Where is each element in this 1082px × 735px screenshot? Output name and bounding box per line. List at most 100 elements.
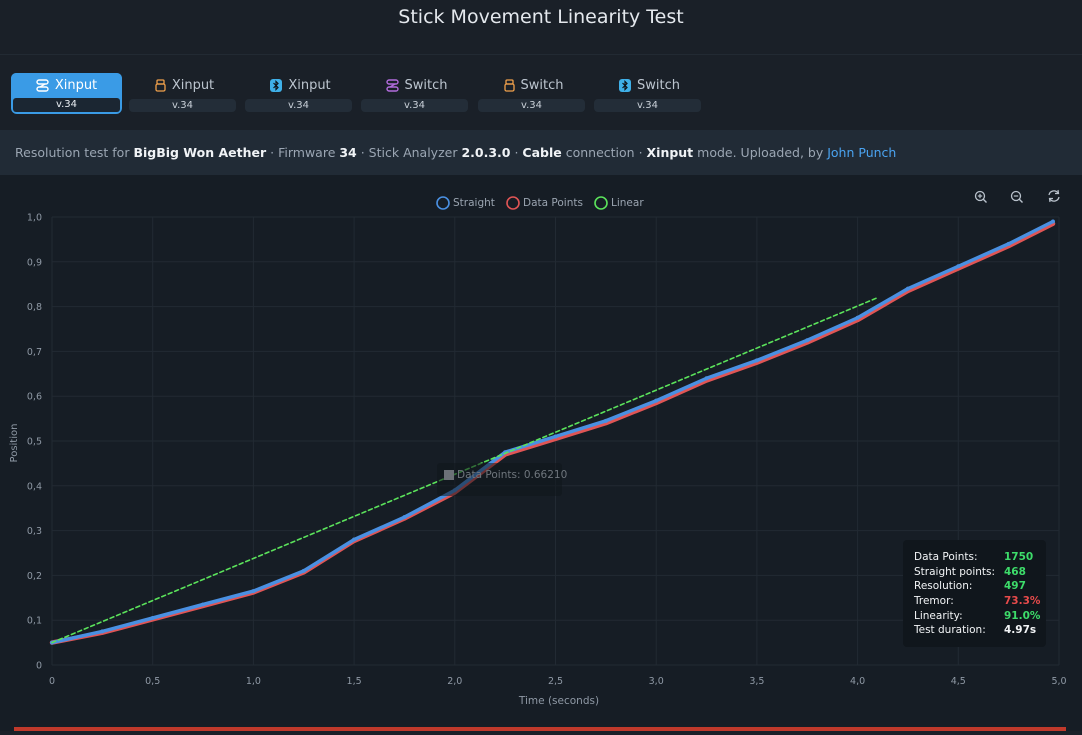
legend-item-straight[interactable]: Straight — [436, 196, 495, 210]
firmware-label: · Firmware — [266, 145, 340, 160]
legend-item-data-points[interactable]: Data Points — [506, 196, 583, 210]
title-divider — [0, 54, 1082, 55]
tab-xinput-cable[interactable]: Xinput v.34 — [11, 73, 122, 114]
y-tick-label: 0 — [36, 661, 42, 672]
data-point-straight — [553, 434, 558, 439]
tab-switch-dongle[interactable]: Switch v.34 — [478, 73, 589, 114]
y-tick-label: 0,6 — [27, 392, 42, 403]
stat-data-points: Data Points: 1750 — [914, 550, 1046, 565]
test-info-bar: Resolution test for BigBig Won Aether · … — [0, 130, 1082, 175]
tooltip: Data Points: 0.66210 — [437, 463, 567, 496]
legend-item-linear[interactable]: Linear — [594, 196, 644, 210]
tab-xinput-dongle[interactable]: Xinput v.34 — [129, 73, 240, 114]
mode-name: Xinput — [646, 145, 694, 160]
stat-value: 468 — [1004, 565, 1026, 578]
x-axis-label: Time (seconds) — [518, 695, 599, 707]
x-tick-label: 3,5 — [749, 676, 764, 687]
data-point-straight — [402, 515, 407, 520]
device-name: BigBig Won Aether — [133, 145, 267, 160]
tab-xinput-bluetooth[interactable]: Xinput v.34 — [245, 73, 356, 114]
x-tick-label: 4,5 — [951, 676, 966, 687]
tab-label: Switch — [637, 78, 680, 93]
x-tick-label: 2,0 — [447, 676, 462, 687]
linearity-chart[interactable]: 0 0,1 0,2 0,3 0,4 0,5 0,6 0,7 0,8 0,9 1,0 0 0,5 1,0 1… — [0, 175, 1082, 731]
data-point-straight — [855, 315, 860, 320]
zoom-out-icon[interactable] — [1010, 190, 1023, 203]
tab-switch-bluetooth[interactable]: Switch v.34 — [594, 73, 705, 114]
bluetooth-icon — [619, 79, 631, 92]
legend-label: Straight — [453, 197, 495, 209]
cable-icon — [385, 79, 399, 92]
y-axis-ticks: 0 0,1 0,2 0,3 0,4 0,5 0,6 0,7 0,8 0,9 1,0 — [27, 213, 42, 672]
stat-resolution: Resolution: 497 — [914, 579, 1046, 594]
y-tick-label: 0,1 — [27, 616, 42, 627]
tab-version: v.34 — [361, 99, 468, 112]
legend-label: Linear — [611, 197, 644, 209]
analyzer-version: 2.0.3.0 — [461, 145, 511, 160]
tab-switch-cable[interactable]: Switch v.34 — [361, 73, 472, 114]
zoom-in-icon[interactable] — [974, 190, 987, 203]
stat-label: Straight points: — [914, 565, 996, 578]
stat-linearity: Linearity: 91.0% — [914, 608, 1046, 623]
stat-tremor: Tremor: 73.3% — [914, 594, 1046, 609]
stats-panel: Data Points: 1750 Straight points: 468 Res… — [903, 540, 1046, 647]
y-tick-label: 0,5 — [27, 437, 42, 448]
tab-version: v.34 — [129, 99, 236, 112]
y-tick-label: 0,4 — [27, 481, 42, 492]
data-point-straight — [654, 398, 659, 403]
chart-panel: 0 0,1 0,2 0,3 0,4 0,5 0,6 0,7 0,8 0,9 1,0 0 0,5 1,0 1… — [0, 175, 1082, 731]
tab-version: v.34 — [13, 98, 120, 112]
firmware-version: 34 — [339, 145, 357, 160]
tab-label: Switch — [520, 78, 564, 93]
data-point-straight — [704, 376, 709, 381]
data-point-straight — [1050, 219, 1055, 224]
tab-version: v.34 — [245, 99, 352, 112]
y-tick-label: 1,0 — [27, 213, 42, 224]
data-point-straight — [150, 615, 155, 620]
data-point-straight — [805, 338, 810, 343]
data-point-straight — [251, 589, 256, 594]
tab-version: v.34 — [478, 99, 585, 112]
x-tick-label: 0 — [49, 676, 55, 687]
x-tick-label: 0,5 — [145, 676, 160, 687]
separator: · — [510, 145, 523, 160]
x-tick-label: 1,5 — [347, 676, 362, 687]
stat-label: Linearity: — [914, 609, 963, 622]
stat-label: Test duration: — [914, 624, 986, 637]
tab-label: Xinput — [171, 78, 215, 93]
data-point-straight — [754, 358, 759, 363]
legend: Straight Data Points Linear — [436, 196, 644, 210]
uploader-link[interactable]: John Punch — [827, 145, 897, 160]
tab-label: Xinput — [54, 78, 98, 93]
cable-icon — [36, 79, 49, 92]
reset-icon[interactable] — [1048, 189, 1060, 203]
tab-version: v.34 — [594, 99, 701, 112]
x-tick-label: 4,0 — [850, 676, 865, 687]
connection-suffix: connection · — [561, 145, 647, 160]
data-point-straight — [352, 537, 357, 542]
tab-label: Switch — [404, 78, 448, 93]
x-tick-label: 5,0 — [1051, 676, 1066, 687]
data-point-straight — [201, 602, 206, 607]
tab-label: Xinput — [288, 78, 331, 93]
stat-straight-points: Straight points: 468 — [914, 565, 1046, 580]
tooltip-text: Data Points: 0.66210 — [457, 469, 567, 481]
x-axis-ticks: 0 0,5 1,0 1,5 2,0 2,5 3,0 3,5 4,0 4,5 5,0 — [49, 676, 1067, 687]
stat-value: 497 — [1004, 580, 1026, 593]
usb-dongle-icon — [155, 79, 166, 92]
data-point-straight — [905, 286, 910, 291]
x-tick-label: 1,0 — [246, 676, 261, 687]
usb-dongle-icon — [503, 79, 515, 92]
connection-type: Cable — [522, 145, 562, 160]
page-title: Stick Movement Linearity Test — [398, 6, 684, 28]
stat-value: 91.0% — [1004, 609, 1041, 622]
stat-label: Resolution: — [914, 580, 973, 593]
legend-label: Data Points — [523, 197, 583, 209]
y-tick-label: 0,7 — [27, 347, 42, 358]
bluetooth-icon — [270, 79, 283, 92]
stat-label: Data Points: — [914, 551, 978, 564]
info-prefix: Resolution test for — [15, 145, 134, 160]
y-tick-label: 0,9 — [27, 257, 42, 268]
y-tick-label: 0,2 — [27, 571, 42, 582]
chart-grid — [51, 216, 1060, 666]
